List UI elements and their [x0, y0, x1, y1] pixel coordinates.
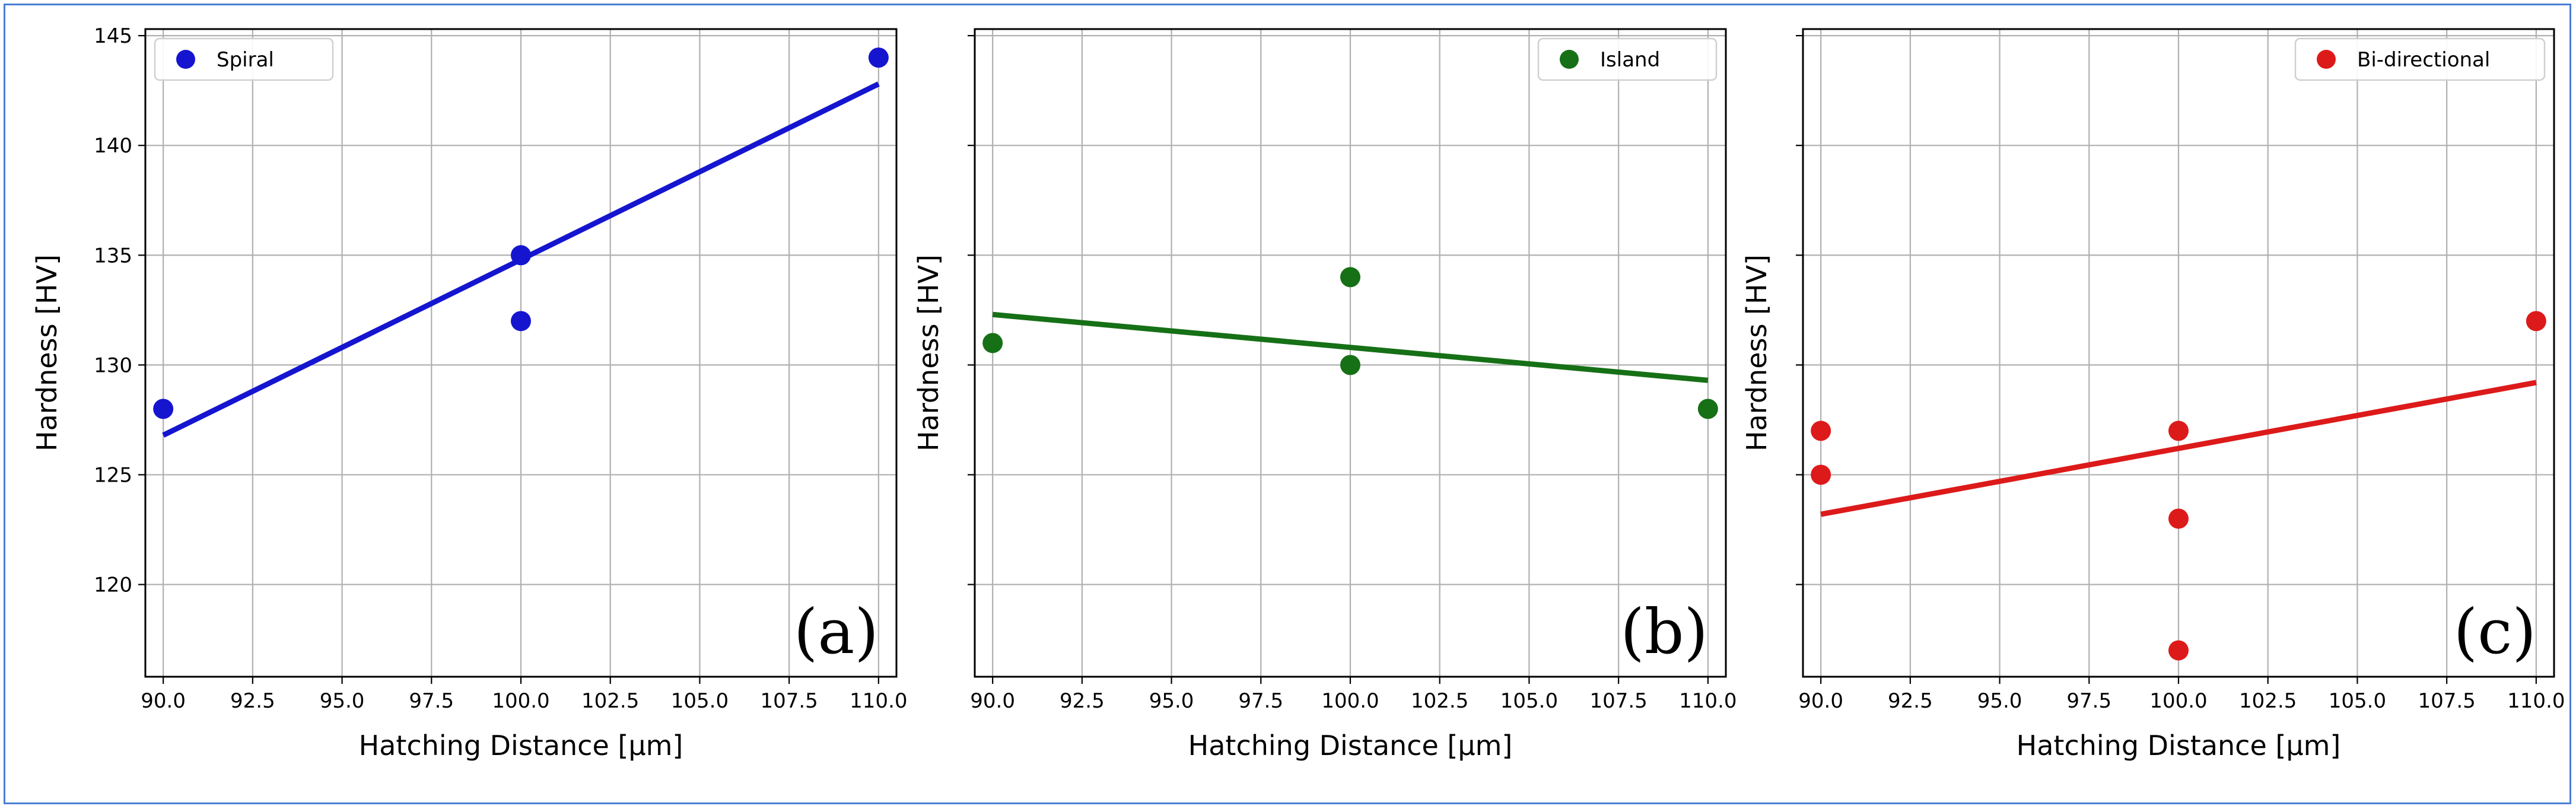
y-axis-label: Hardness [HV] — [31, 254, 63, 451]
x-tick-label: 90.0 — [970, 689, 1015, 713]
y-tick-label: 140 — [94, 134, 132, 158]
fit-line — [992, 311, 1709, 383]
x-axis-label: Hatching Distance [µm] — [2017, 730, 2341, 762]
y-axis-label: Hardness [HV] — [912, 254, 944, 451]
data-point — [2526, 311, 2546, 332]
x-tick-label: 92.5 — [1888, 689, 1933, 713]
axes-frame — [144, 28, 898, 678]
axes-frame — [974, 28, 1727, 678]
x-tick-label: 95.0 — [320, 689, 365, 713]
data-point — [1697, 399, 1718, 419]
data-point — [153, 399, 174, 419]
legend-label: Island — [1600, 48, 1660, 72]
legend-box — [154, 37, 334, 81]
x-tick-label: 110.0 — [2507, 689, 2565, 713]
data-point — [2168, 508, 2189, 529]
x-tick-label: 105.0 — [671, 689, 729, 713]
data-point — [1811, 421, 1831, 441]
data-point — [2168, 640, 2189, 661]
data-point — [868, 47, 889, 68]
x-tick-label: 97.5 — [2066, 689, 2111, 713]
axes-frame — [1802, 28, 2555, 678]
x-tick-label: 105.0 — [2329, 689, 2386, 713]
chart-panel-3: 90.0 92.5 95.0 97.5 100.0 102.5 105.0 107.5 110.… — [1741, 28, 2565, 762]
x-axis-label: Hatching Distance [µm] — [359, 730, 683, 762]
legend-marker — [2317, 50, 2336, 69]
x-tick-label: 102.5 — [581, 689, 639, 713]
data-point — [1340, 267, 1360, 288]
data-point — [1340, 355, 1360, 375]
y-tick-label: 125 — [94, 463, 132, 487]
y-tick-label: 120 — [94, 574, 132, 597]
y-tick-label: 130 — [94, 353, 132, 377]
legend-box — [2294, 37, 2546, 81]
data-point — [511, 311, 531, 332]
fit-line — [1820, 380, 2537, 517]
data-point — [2168, 421, 2189, 441]
x-tick-label: 90.0 — [1798, 689, 1843, 713]
y-axis-label: Hardness [HV] — [1741, 254, 1773, 451]
panel-label: (c) — [2454, 595, 2536, 668]
x-tick-label: 110.0 — [850, 689, 907, 713]
x-tick-label: 102.5 — [2239, 689, 2297, 713]
x-tick-label: 107.5 — [2418, 689, 2475, 713]
x-tick-label: 107.5 — [1589, 689, 1647, 713]
chart-panel-2: 90.0 92.5 95.0 97.5 100.0 102.5 105.0 107.5 110.… — [912, 28, 1737, 762]
y-tick-label: 145 — [94, 24, 132, 48]
x-tick-label: 107.5 — [760, 689, 818, 713]
x-tick-label: 100.0 — [492, 689, 549, 713]
y-tick-label: 135 — [94, 244, 132, 267]
x-tick-label: 92.5 — [1060, 689, 1105, 713]
x-tick-label: 97.5 — [409, 689, 454, 713]
x-tick-label: 97.5 — [1238, 689, 1283, 713]
x-tick-label: 102.5 — [1411, 689, 1468, 713]
x-tick-label: 95.0 — [1149, 689, 1194, 713]
data-point — [511, 245, 531, 266]
legend-box — [1537, 37, 1718, 81]
x-tick-label: 90.0 — [141, 689, 186, 713]
figure-frame: 90.0 92.5 95.0 97.5 100.0 102.5 105.0 107.5 110.… — [4, 4, 2571, 804]
x-tick-label: 100.0 — [1321, 689, 1379, 713]
data-point — [982, 333, 1003, 353]
panel-label: (b) — [1620, 595, 1708, 668]
x-axis-label: Hatching Distance [µm] — [1188, 730, 1513, 762]
legend-marker — [1560, 50, 1579, 69]
legend-label: Spiral — [217, 48, 274, 72]
x-tick-label: 105.0 — [1500, 689, 1558, 713]
chart-panel-1: 90.0 92.5 95.0 97.5 100.0 102.5 105.0 107.5 110.… — [31, 24, 908, 762]
x-tick-label: 110.0 — [1679, 689, 1737, 713]
figure-canvas: 90.0 92.5 95.0 97.5 100.0 102.5 105.0 107.5 110.… — [31, 24, 2565, 762]
data-point — [1811, 464, 1831, 485]
legend-label: Bi-directional — [2357, 48, 2490, 72]
x-tick-label: 95.0 — [1977, 689, 2022, 713]
x-tick-label: 100.0 — [2149, 689, 2207, 713]
x-tick-label: 92.5 — [230, 689, 275, 713]
panel-label: (a) — [794, 595, 879, 668]
legend-marker — [176, 50, 195, 69]
